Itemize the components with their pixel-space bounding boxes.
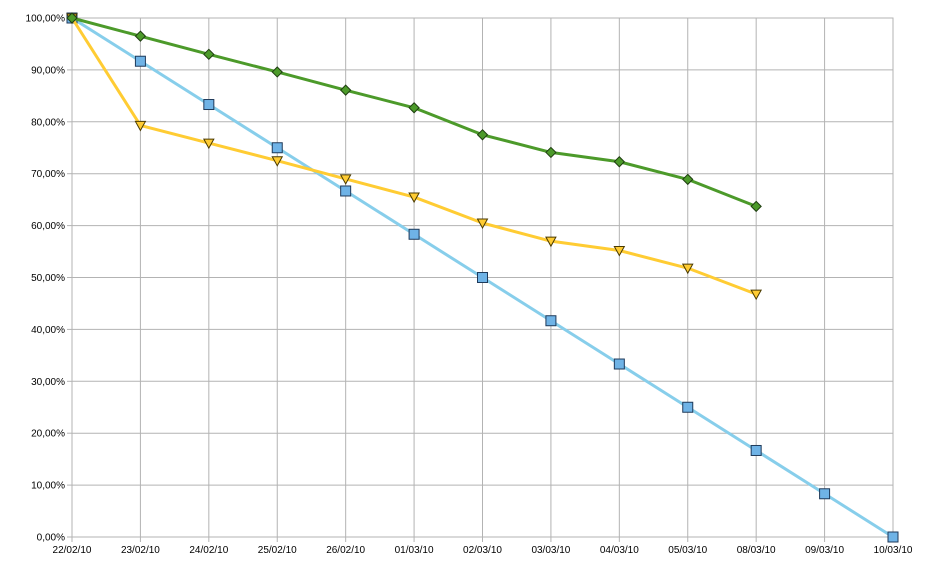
series-3-point (476, 129, 489, 141)
series-1-point (750, 444, 762, 456)
series-2-point (202, 138, 215, 150)
x-tick-label: 23/02/10 (121, 545, 160, 556)
series-3-point (339, 84, 352, 96)
x-tick-label: 03/03/10 (531, 545, 570, 556)
series-2-point (613, 246, 626, 257)
series-3-point (545, 146, 557, 159)
series-1-point (545, 315, 557, 327)
series-2-point (134, 120, 147, 132)
series-3-point (271, 66, 283, 78)
series-2-point (408, 192, 420, 204)
y-axis-ticks: 0,00% 10,00% 20,00% 30,00% 40,00% 50,00% 60,00… (26, 14, 72, 544)
series-3-point (750, 200, 762, 213)
series-1-point (477, 272, 488, 283)
series-2-point (271, 156, 284, 167)
series-1-point (613, 358, 625, 370)
y-tick-label: 50,00% (31, 273, 65, 284)
series-1-point (682, 401, 694, 413)
x-tick-label: 08/03/10 (737, 545, 776, 556)
series-2-point (545, 236, 557, 248)
series-1-point (340, 185, 352, 197)
series-2-point (750, 289, 763, 301)
y-tick-label: 90,00% (31, 65, 65, 76)
series-1-point (271, 142, 283, 154)
series-3-point (134, 30, 147, 42)
y-tick-label: 70,00% (31, 169, 65, 180)
series-1-point (134, 55, 146, 67)
x-tick-label: 04/03/10 (600, 545, 639, 556)
series-layer (66, 12, 899, 543)
x-tick-label: 24/02/10 (189, 545, 228, 556)
series-2-point (476, 218, 489, 230)
series-1-point (887, 531, 899, 543)
y-tick-label: 40,00% (31, 325, 65, 336)
series-3-point (203, 48, 215, 61)
series-3-point (408, 102, 420, 114)
y-tick-label: 10,00% (31, 481, 65, 492)
y-tick-label: 20,00% (31, 429, 65, 440)
x-tick-label: 05/03/10 (668, 545, 707, 556)
x-tick-label: 09/03/10 (805, 545, 844, 556)
x-tick-label: 02/03/10 (463, 545, 502, 556)
series-2-point (681, 263, 694, 275)
series-1-point (203, 99, 215, 111)
series-2-point (339, 174, 352, 185)
x-tick-label: 25/02/10 (258, 545, 297, 556)
y-tick-label: 60,00% (31, 221, 65, 232)
y-tick-label: 100,00% (26, 14, 66, 25)
x-tick-label: 01/03/10 (395, 545, 434, 556)
series-3 (66, 12, 762, 213)
series-3-point (66, 12, 78, 24)
x-tick-label: 26/02/10 (326, 545, 365, 556)
series-1-point (408, 228, 420, 240)
y-tick-label: 30,00% (31, 377, 65, 388)
series-3-point (613, 156, 626, 168)
series-1-point (819, 488, 831, 500)
y-tick-label: 80,00% (31, 117, 65, 128)
y-tick-label: 0,00% (37, 533, 65, 544)
x-axis-ticks: 22/02/10 23/02/10 24/02/10 25/02/10 26/02/10… (53, 537, 913, 556)
series-3-point (682, 173, 694, 186)
x-tick-label: 10/03/10 (874, 545, 913, 556)
x-tick-label: 22/02/10 (53, 545, 92, 556)
